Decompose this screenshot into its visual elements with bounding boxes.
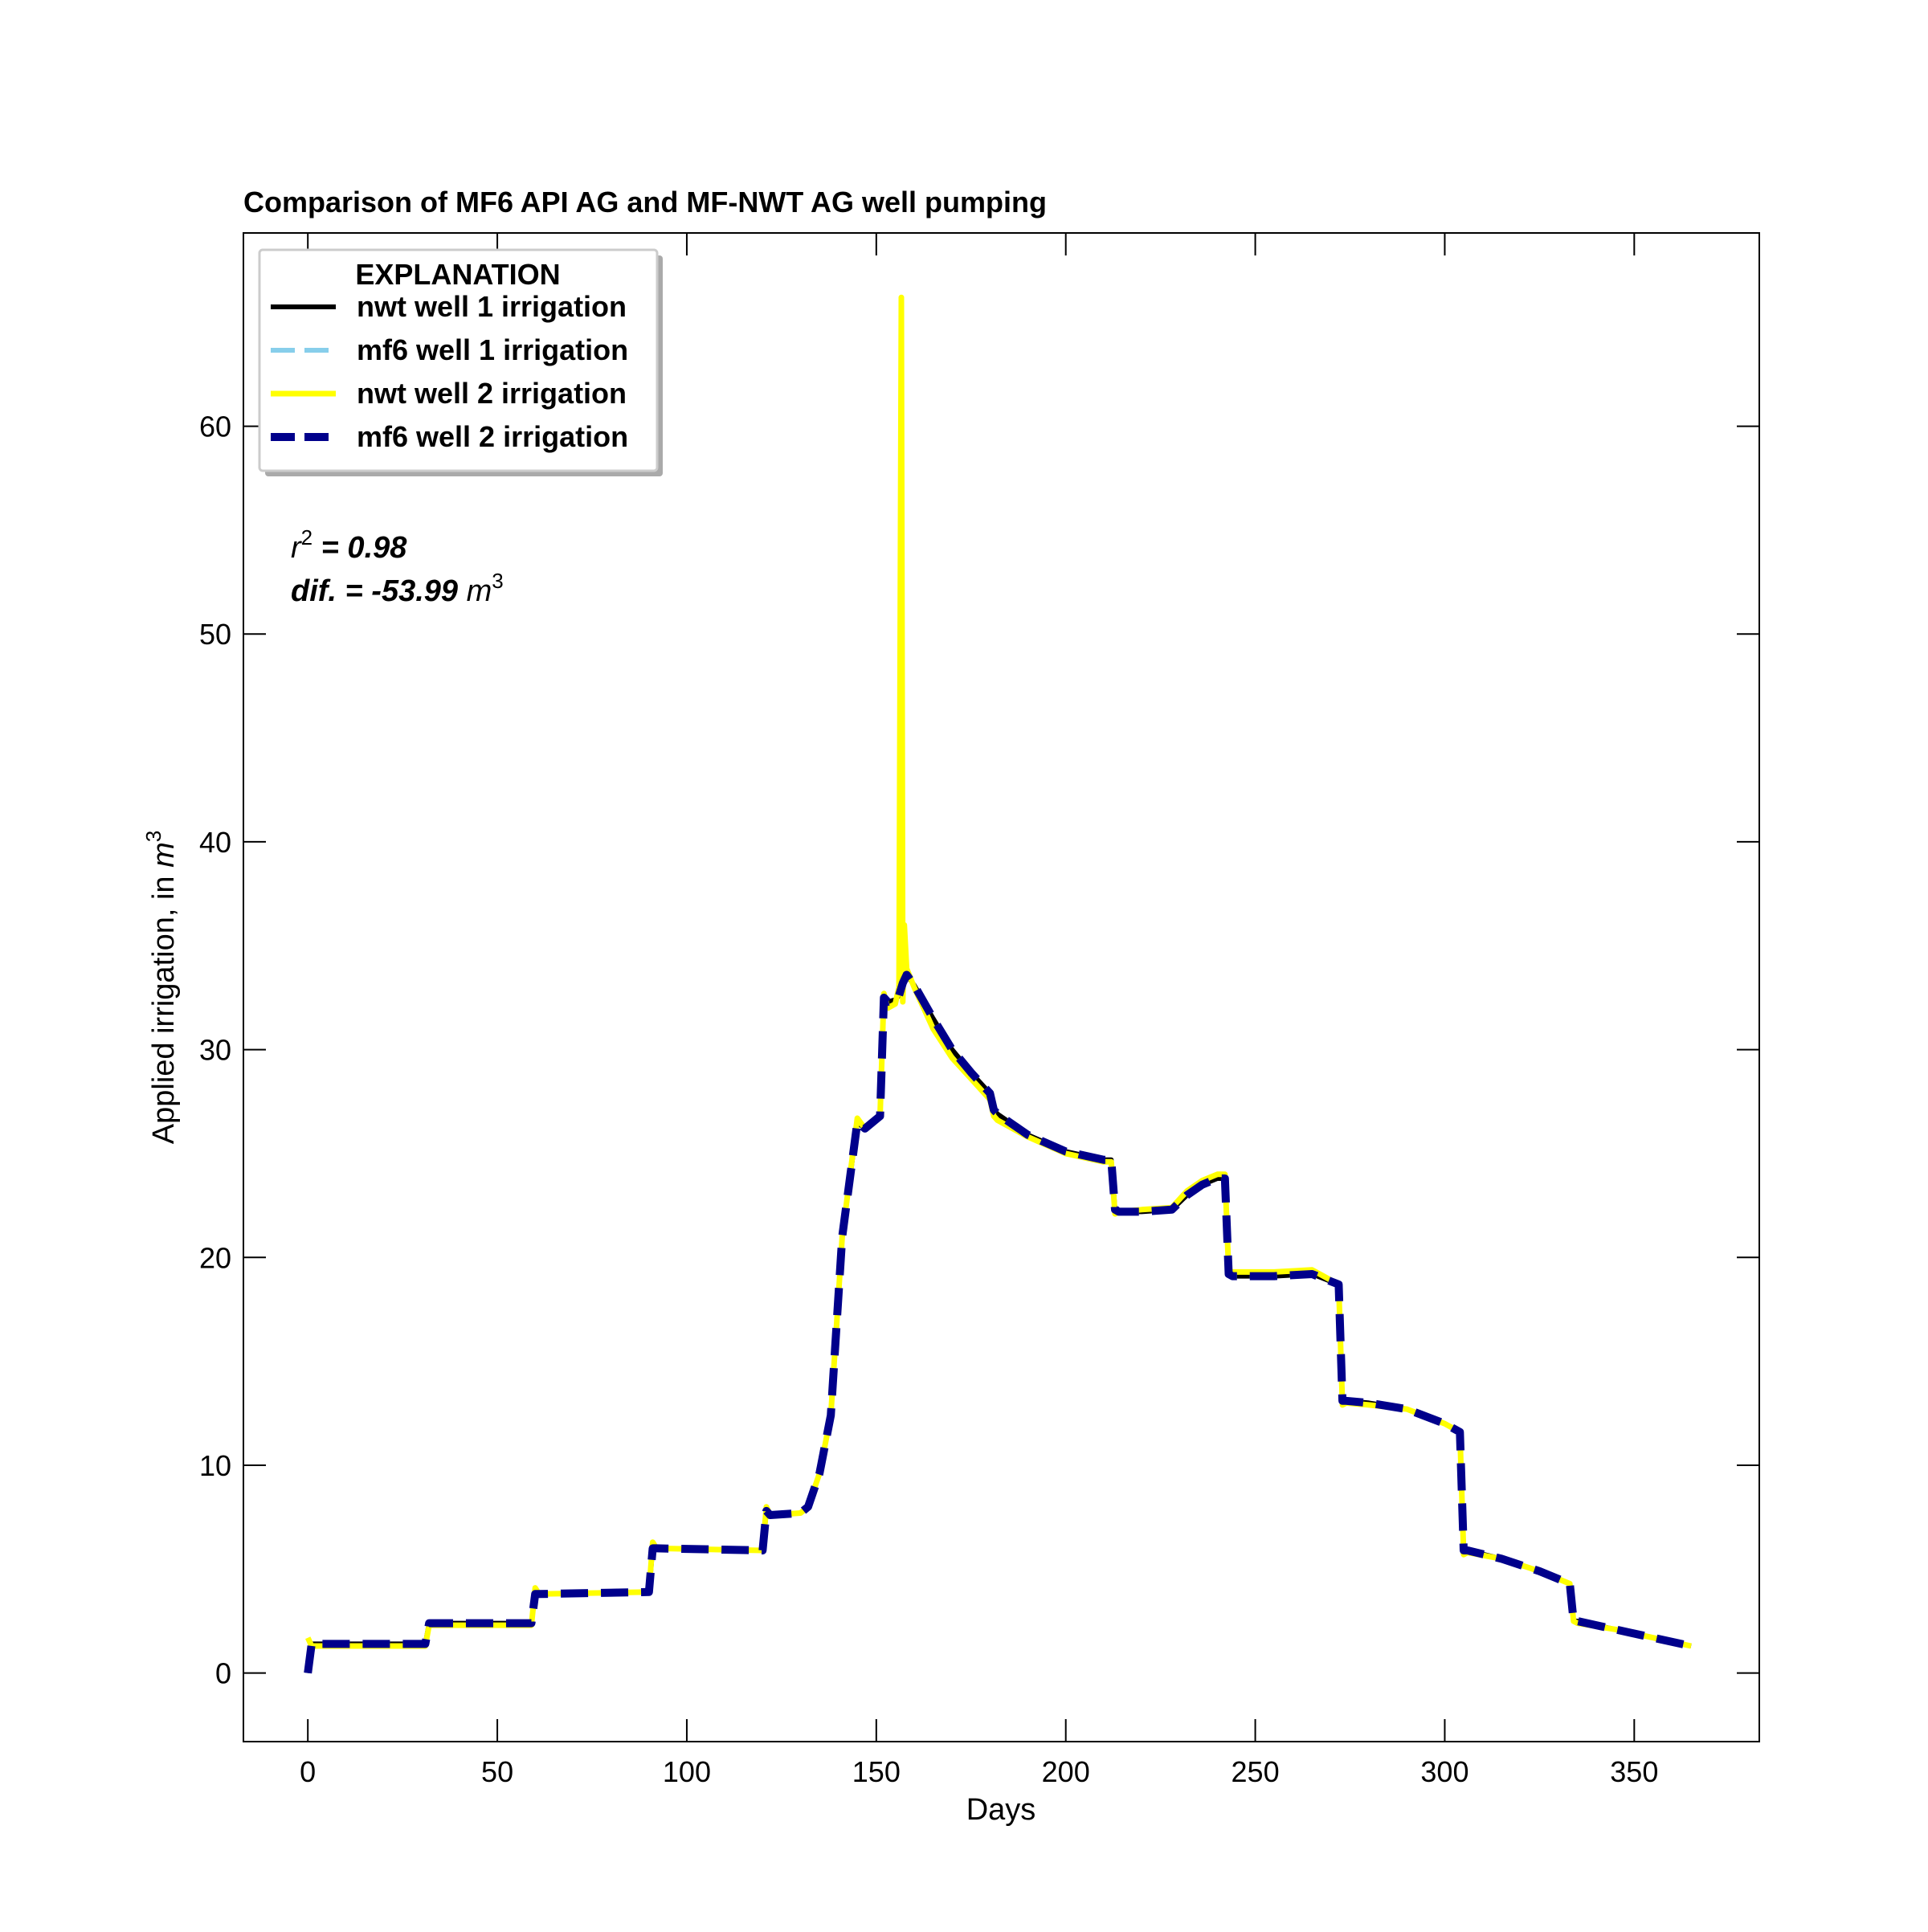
legend-label: mf6 well 2 irrigation (357, 420, 628, 453)
tick-layer: 0 50 100 150 200 250 300 350 0 10 20 30 40 50 60 (199, 233, 1759, 1788)
x-tick-label: 0 (300, 1755, 316, 1788)
x-tick-label: 250 (1232, 1755, 1280, 1788)
legend: EXPLANATION nwt well 1 irrigation mf6 wel… (258, 248, 663, 476)
y-tick-label: 10 (199, 1449, 231, 1482)
y-tick-label: 60 (199, 410, 231, 443)
legend-label: nwt well 2 irrigation (357, 377, 627, 410)
r2-symbol: r (291, 531, 302, 565)
legend-box (258, 248, 659, 472)
x-tick-label: 350 (1610, 1755, 1658, 1788)
y-tick-label: 20 (199, 1241, 231, 1274)
series-layer (304, 294, 1693, 1674)
x-tick-label: 150 (852, 1755, 901, 1788)
plot-frame (243, 232, 1760, 1742)
dif-label: dif. = -53.99 (291, 574, 467, 608)
x-tick-label: 300 (1420, 1755, 1468, 1788)
y-axis-label-exponent: 3 (141, 831, 165, 842)
y-tick-label: 30 (199, 1034, 231, 1067)
y-tick-label: 0 (215, 1657, 231, 1690)
chart-title: Comparison of MF6 API AG and MF-NWT AG w… (243, 186, 1047, 219)
y-axis-label-unit: m (147, 842, 181, 868)
legend-label: nwt well 1 irrigation (357, 290, 627, 323)
x-tick-label: 50 (481, 1755, 513, 1788)
x-tick-label: 200 (1042, 1755, 1090, 1788)
legend-title: EXPLANATION (355, 258, 560, 291)
x-axis-label: Days (966, 1793, 1036, 1827)
r2-exponent: 2 (301, 525, 312, 549)
legend-entries: nwt well 1 irrigation mf6 well 1 irrigati… (271, 290, 628, 453)
dif-unit: m (467, 574, 492, 608)
y-axis-label-text: Applied irrigation, in (147, 868, 181, 1144)
y-axis-label: Applied irrigation, in m3 (141, 831, 181, 1144)
dif-annotation: dif. = -53.99 m3 (291, 569, 504, 608)
x-tick-label: 100 (663, 1755, 711, 1788)
r2-value: = 0.98 (312, 531, 407, 565)
dif-unit-exponent: 3 (492, 569, 503, 593)
series-line-4 (304, 970, 1693, 1674)
y-tick-label: 50 (199, 618, 231, 651)
r2-annotation: r2 = 0.98 (291, 525, 407, 565)
legend-label: mf6 well 1 irrigation (357, 333, 628, 366)
y-tick-label: 40 (199, 826, 231, 859)
